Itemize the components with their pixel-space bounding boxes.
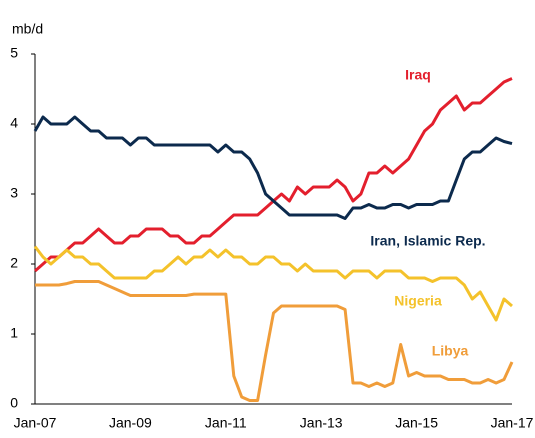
series-line — [35, 280, 514, 402]
y-tick-label: 3 — [10, 185, 18, 201]
y-tick-label: 2 — [10, 255, 18, 271]
y-tick-label: 4 — [10, 115, 18, 131]
y-axis-label: mb/d — [12, 21, 43, 37]
x-tick-label: Jan-15 — [395, 415, 438, 431]
series-label: Libya — [432, 343, 469, 359]
x-tick-label: Jan-17 — [491, 415, 534, 431]
x-tick-label: Jan-13 — [300, 415, 343, 431]
y-tick-label: 1 — [10, 325, 18, 341]
x-tick-label: Jan-11 — [205, 415, 247, 431]
series-line — [33, 115, 513, 220]
x-tick-label: Jan-07 — [14, 415, 57, 431]
x-tick-label: Jan-09 — [109, 415, 152, 431]
series-label: Iran, Islamic Rep. — [370, 233, 485, 249]
series-line — [33, 245, 513, 322]
y-tick-label: 0 — [10, 395, 18, 411]
series-label: Iraq — [405, 67, 431, 83]
y-tick-label: 5 — [10, 45, 18, 61]
series-label: Nigeria — [394, 293, 442, 309]
